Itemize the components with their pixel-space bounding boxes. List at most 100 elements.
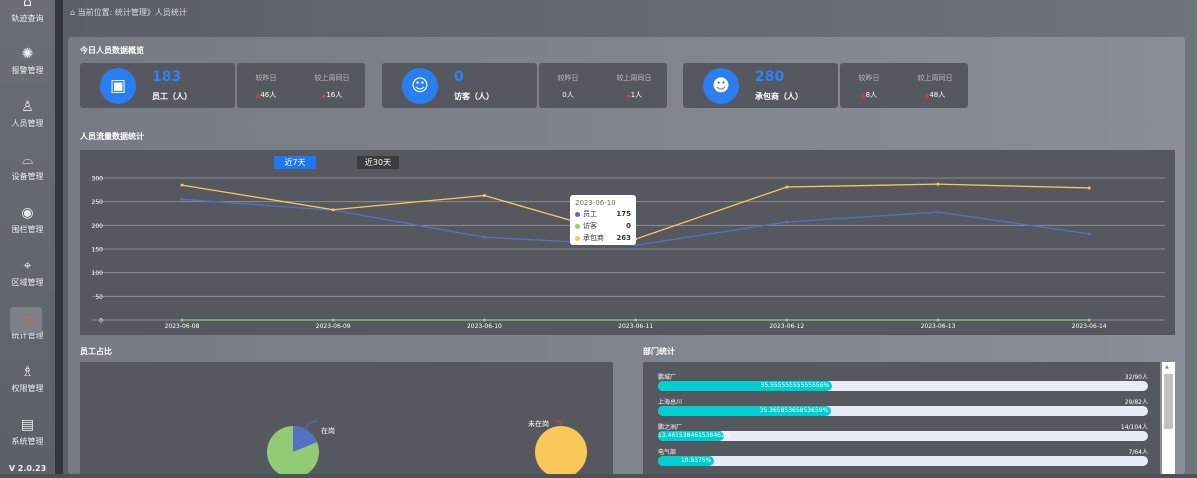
- pie2-label: 未在岗: [528, 419, 549, 428]
- data-point[interactable]: [936, 182, 940, 186]
- data-point[interactable]: [180, 318, 184, 322]
- pie-charts: 在岗 未在岗: [267, 419, 587, 478]
- dept-name: 鹏城厂: [658, 374, 677, 381]
- sidebar-item-track[interactable]: ⌂ 轨迹查询: [0, 0, 55, 24]
- dept-progress: 35.55555555555556%: [658, 381, 1148, 391]
- tooltip-name: 员工: [583, 210, 597, 218]
- chart-tooltip: 2023-06-10 员工 175 访客 0 承包商 263: [570, 195, 636, 245]
- sidebar-item-alarm[interactable]: ✺ 报警管理: [0, 46, 55, 76]
- x-tick-label: 2023-06-13: [921, 323, 956, 330]
- sidebar-item-label: 区域管理: [11, 278, 44, 287]
- trend-title: 人员流量数据统计: [80, 132, 144, 141]
- dept-progress: 10.9375%: [658, 456, 1148, 466]
- dept-list: 鹏城厂 32/90人 35.55555555555556% 上海总川 29/82人 35.…: [643, 362, 1160, 474]
- sidebar-item-label: 统计管理: [11, 331, 44, 340]
- sidebar-item-label: 人员管理: [11, 119, 44, 128]
- legend-dot: [575, 211, 580, 217]
- data-point[interactable]: [936, 210, 940, 214]
- tooltip-date: 2023-06-10: [575, 199, 616, 207]
- data-point[interactable]: [482, 235, 486, 239]
- compare-day-label: 较昨日: [858, 74, 880, 82]
- data-point[interactable]: [1087, 318, 1091, 322]
- breadcrumb-path[interactable]: 统计管理》人员统计: [114, 8, 187, 17]
- compare-week-label: 较上周同日: [314, 74, 350, 82]
- fence-icon: ◉: [21, 205, 34, 221]
- data-point[interactable]: [180, 183, 184, 187]
- pie1-slice-main[interactable]: [293, 426, 317, 452]
- visitor-compare: 较昨日 较上周同日 0人 ▲1人: [539, 63, 667, 108]
- data-point[interactable]: [331, 318, 335, 322]
- sidebar-item-label: 围栏管理: [11, 225, 44, 234]
- dept-name: 电气部: [658, 449, 677, 456]
- sidebar-item-system[interactable]: ▤ 系统管理: [0, 417, 55, 447]
- dept-name: 鹏之洲厂: [658, 424, 683, 431]
- x-tick-label: 2023-06-08: [165, 323, 200, 330]
- dept-count: 29/82人: [1124, 399, 1148, 406]
- tooltip-value: 175: [616, 210, 631, 218]
- sidebar-item-area[interactable]: ⌖ 区域管理: [0, 258, 55, 288]
- data-point[interactable]: [634, 318, 638, 322]
- tooltip-value: 263: [616, 234, 631, 242]
- sidebar: ⌂ 轨迹查询 ✺ 报警管理 ♙ 人员管理 ⌓ 设备管理 ◉ 围栏管理 ⌖ 区域管理 ▭ 统计管…: [0, 0, 55, 474]
- y-tick-label: 150: [92, 247, 104, 254]
- sidebar-item-label: 系统管理: [11, 437, 44, 446]
- y-tick-label: 50: [95, 294, 103, 301]
- pie1-label: 在岗: [321, 426, 335, 435]
- sidebar-item-fence[interactable]: ◉ 围栏管理: [0, 205, 55, 235]
- badge-icon: ▣: [100, 68, 136, 104]
- data-point[interactable]: [331, 208, 335, 212]
- y-tick-label: 0: [99, 318, 103, 325]
- dept-count: 7/64人: [1128, 449, 1148, 456]
- dept-progress-fill: 13.461538461538462%: [658, 431, 731, 441]
- data-point[interactable]: [482, 194, 486, 198]
- data-point[interactable]: [1087, 232, 1091, 236]
- compare-week-value: 1人: [630, 91, 643, 99]
- tooltip-value: 0: [626, 222, 631, 230]
- sidebar-item-stats[interactable]: ▭ 统计管理: [0, 307, 55, 341]
- dept-progress-fill: 10.9375%: [658, 456, 715, 466]
- data-point[interactable]: [936, 318, 940, 322]
- y-tick-label: 250: [92, 199, 104, 206]
- tab-7-days[interactable]: 近7天: [274, 156, 316, 169]
- data-point[interactable]: [634, 243, 638, 247]
- compare-week-label: 较上周同日: [616, 74, 652, 82]
- legend-dot: [575, 235, 580, 241]
- scroll-up-icon[interactable]: ▲: [1165, 364, 1169, 370]
- visitor-card: ☺ 0 访客（人）: [382, 63, 537, 108]
- dept-scrollbar[interactable]: ▲: [1162, 362, 1175, 474]
- sidebar-item-devices[interactable]: ⌓ 设备管理: [0, 152, 55, 182]
- data-point[interactable]: [482, 318, 486, 322]
- sidebar-item-permission[interactable]: ♗ 权限管理: [0, 364, 55, 394]
- x-tick-label: 2023-06-11: [618, 323, 653, 330]
- dept-progress-fill: 35.36585365853659%: [658, 406, 832, 416]
- up-arrow-icon: ▲: [625, 92, 631, 99]
- dept-progress: 35.36585365853659%: [658, 406, 1148, 416]
- contractor-compare: 较昨日 较上周同日 ▲8人 ▲48人: [840, 63, 968, 108]
- pie2-slice[interactable]: [535, 426, 587, 478]
- x-tick-label: 2023-06-12: [769, 323, 804, 330]
- visitor-label: 访客（人）: [454, 92, 494, 101]
- y-tick-label: 200: [92, 223, 104, 230]
- stats-icon: ▭: [20, 311, 35, 327]
- legend-dot: [575, 223, 580, 229]
- x-tick-label: 2023-06-09: [316, 323, 351, 330]
- compare-week-value: 16人: [326, 91, 343, 99]
- scroll-thumb[interactable]: [1164, 374, 1173, 429]
- data-point[interactable]: [1087, 186, 1091, 190]
- version: V 2.0.23: [8, 464, 47, 473]
- compare-day-value: 8人: [865, 91, 878, 99]
- sidebar-item-label: 设备管理: [11, 172, 44, 181]
- data-point[interactable]: [785, 318, 789, 322]
- data-point[interactable]: [785, 185, 789, 189]
- pie2-label-line: [556, 420, 562, 426]
- device-icon: ⌓: [21, 152, 34, 168]
- data-point[interactable]: [785, 220, 789, 224]
- data-point[interactable]: [180, 197, 184, 201]
- y-tick-label: 300: [92, 176, 104, 183]
- tab-30-days[interactable]: 近30天: [357, 156, 399, 169]
- sidebar-item-users[interactable]: ♙ 人员管理: [0, 99, 55, 129]
- dept-count: 14/104人: [1120, 424, 1148, 431]
- overview-title: 今日人员数据概览: [80, 46, 144, 55]
- compare-week-value: 48人: [929, 91, 946, 99]
- visitor-icon: ☺: [402, 68, 438, 104]
